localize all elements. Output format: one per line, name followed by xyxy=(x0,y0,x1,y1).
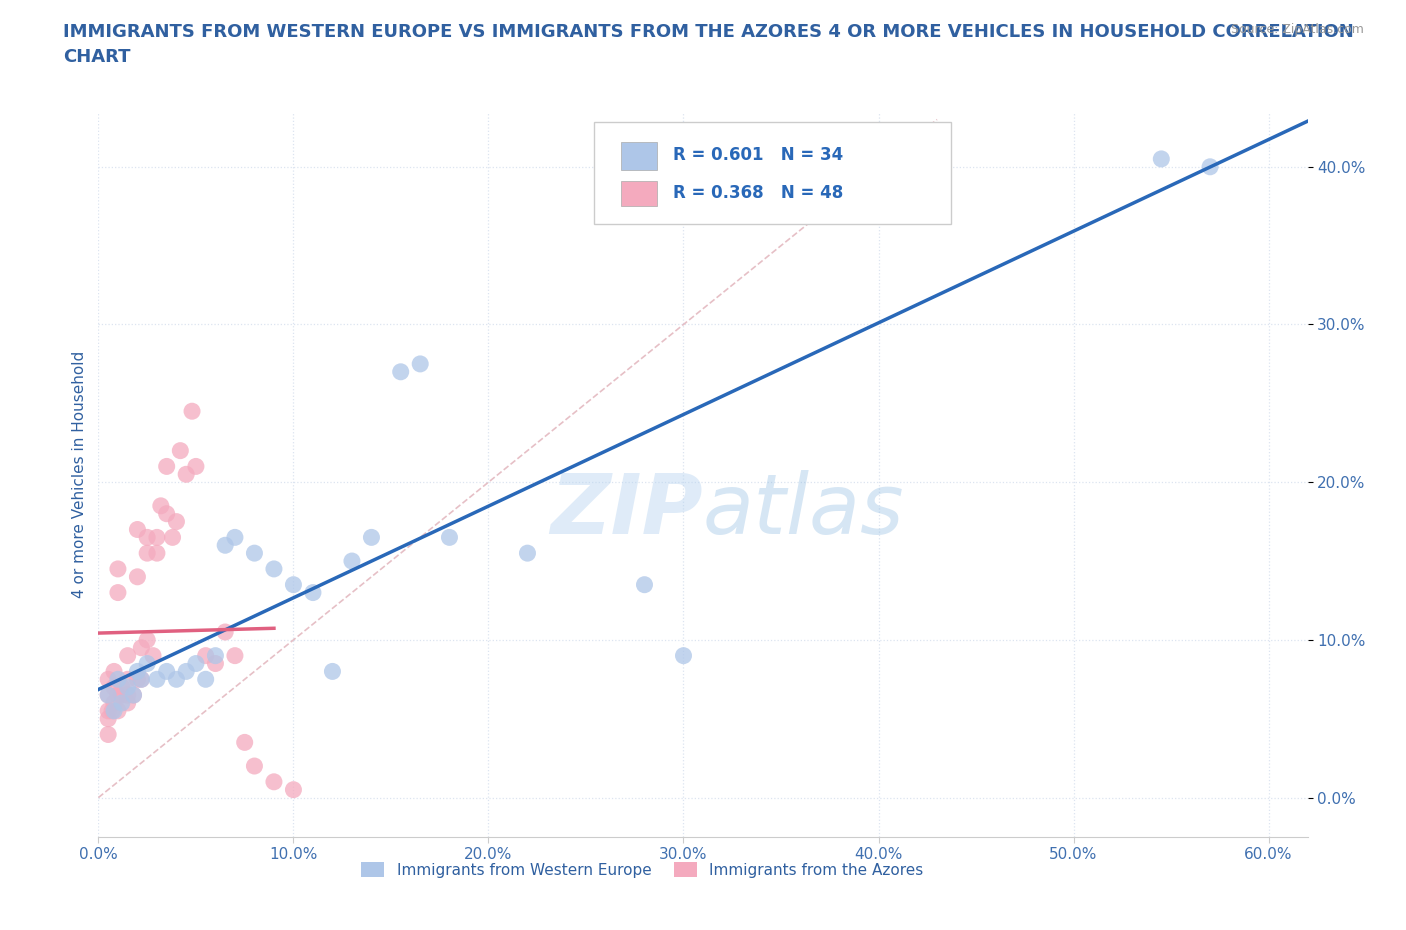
Point xyxy=(283,578,305,592)
Y-axis label: 4 or more Vehicles in Household: 4 or more Vehicles in Household xyxy=(72,351,87,598)
Point xyxy=(224,530,246,545)
FancyBboxPatch shape xyxy=(621,181,657,206)
Point xyxy=(103,664,125,679)
Point xyxy=(156,506,179,521)
Point xyxy=(97,711,120,726)
Point xyxy=(184,656,207,671)
Point xyxy=(136,530,159,545)
Point xyxy=(439,530,461,545)
Text: CHART: CHART xyxy=(63,48,131,66)
Point xyxy=(156,664,179,679)
Point xyxy=(97,687,120,702)
Point xyxy=(136,656,159,671)
Legend: Immigrants from Western Europe, Immigrants from the Azores: Immigrants from Western Europe, Immigran… xyxy=(356,856,929,884)
Point xyxy=(107,562,129,577)
FancyBboxPatch shape xyxy=(621,142,657,169)
Point xyxy=(142,648,165,663)
Point xyxy=(117,687,139,702)
Point xyxy=(127,671,149,686)
FancyBboxPatch shape xyxy=(595,123,950,224)
Point xyxy=(117,680,139,695)
Point xyxy=(122,687,145,702)
Point xyxy=(117,648,139,663)
Point xyxy=(165,671,187,686)
Point xyxy=(162,530,184,545)
Point xyxy=(136,632,159,647)
Point xyxy=(136,546,159,561)
Point xyxy=(156,459,179,474)
Point xyxy=(149,498,172,513)
Point xyxy=(97,687,120,702)
Point xyxy=(165,514,187,529)
Point xyxy=(107,687,129,702)
Point xyxy=(103,696,125,711)
Point xyxy=(1150,152,1173,166)
Point xyxy=(117,696,139,711)
Point xyxy=(184,459,207,474)
Text: ZIP: ZIP xyxy=(550,470,703,551)
Point xyxy=(302,585,325,600)
Text: R = 0.368   N = 48: R = 0.368 N = 48 xyxy=(672,184,844,202)
Point xyxy=(107,585,129,600)
Point xyxy=(321,664,343,679)
Point xyxy=(224,648,246,663)
Point xyxy=(107,703,129,718)
Point xyxy=(672,648,695,663)
Text: atlas: atlas xyxy=(703,470,904,551)
Point xyxy=(263,775,285,790)
Point xyxy=(146,530,169,545)
Point xyxy=(389,365,412,379)
Point xyxy=(111,680,134,695)
Point xyxy=(127,664,149,679)
Point xyxy=(283,782,305,797)
Point xyxy=(181,404,204,418)
Point xyxy=(131,671,153,686)
Point xyxy=(194,671,217,686)
Point xyxy=(146,546,169,561)
Point xyxy=(111,696,134,711)
Point xyxy=(409,356,432,371)
Point xyxy=(169,444,191,458)
Point xyxy=(107,671,129,686)
Point xyxy=(97,727,120,742)
Point xyxy=(360,530,382,545)
Point xyxy=(214,625,236,640)
Point xyxy=(204,656,226,671)
Point xyxy=(214,538,236,552)
Point xyxy=(243,546,266,561)
Text: Source: ZipAtlas.com: Source: ZipAtlas.com xyxy=(1230,23,1364,36)
Point xyxy=(194,648,217,663)
Point xyxy=(103,680,125,695)
Point xyxy=(263,562,285,577)
Text: IMMIGRANTS FROM WESTERN EUROPE VS IMMIGRANTS FROM THE AZORES 4 OR MORE VEHICLES : IMMIGRANTS FROM WESTERN EUROPE VS IMMIGR… xyxy=(63,23,1354,41)
Point xyxy=(340,553,363,568)
Point xyxy=(146,671,169,686)
Point xyxy=(127,522,149,537)
Point xyxy=(516,546,538,561)
Text: R = 0.601   N = 34: R = 0.601 N = 34 xyxy=(672,146,844,164)
Point xyxy=(97,671,120,686)
Point xyxy=(174,664,197,679)
Point xyxy=(243,759,266,774)
Point xyxy=(122,687,145,702)
Point xyxy=(204,648,226,663)
Point xyxy=(101,703,124,718)
Point xyxy=(1199,159,1222,174)
Point xyxy=(233,735,256,750)
Point xyxy=(127,569,149,584)
Point xyxy=(131,641,153,656)
Point xyxy=(868,183,890,198)
Point xyxy=(111,687,134,702)
Point xyxy=(103,703,125,718)
Point xyxy=(174,467,197,482)
Point xyxy=(97,703,120,718)
Point xyxy=(131,671,153,686)
Point xyxy=(117,671,139,686)
Point xyxy=(633,578,655,592)
